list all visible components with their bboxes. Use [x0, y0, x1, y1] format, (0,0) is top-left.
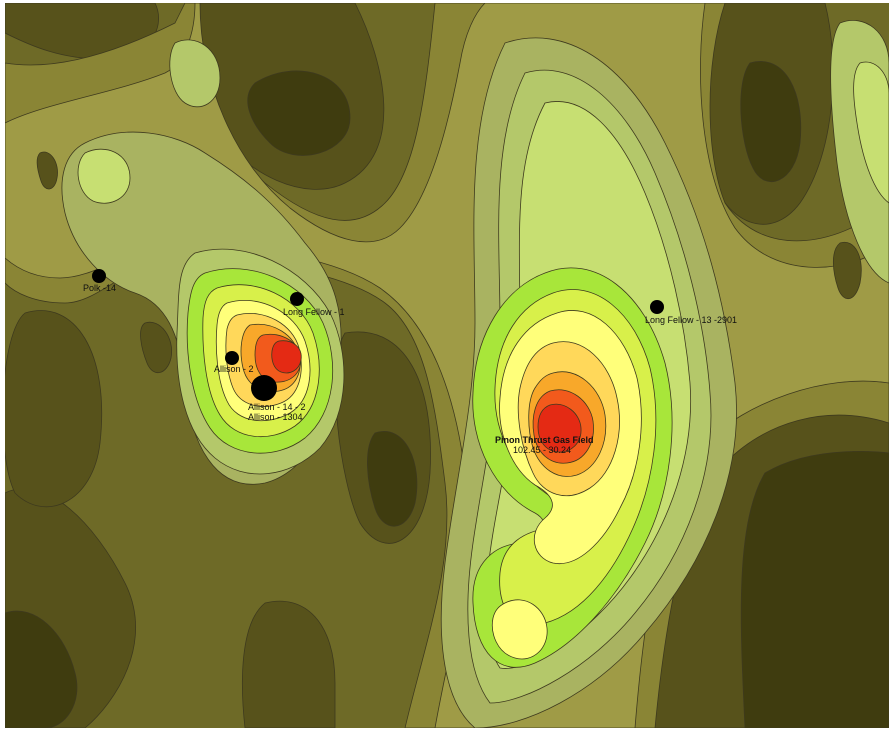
contour-yellow-south — [491, 599, 548, 660]
contour-pale-green-north — [169, 39, 221, 108]
contour-red-west — [271, 340, 302, 374]
well-marker-allison2[interactable] — [225, 351, 239, 365]
contour-small-low-3 — [832, 241, 862, 300]
well-marker-polk[interactable] — [92, 269, 106, 283]
small-contours — [36, 151, 862, 373]
contour-red-east — [537, 403, 582, 453]
contour-light-green-northwest — [77, 148, 131, 204]
contour-light-green-east-edge — [853, 61, 889, 204]
well-label-longfellow13: Long Fellow - 13 -2901 — [645, 315, 737, 325]
west-high-contours — [186, 268, 333, 454]
contour-map-svg: Polk -14 Long Fellow - 1 Allison - 2 All… — [5, 3, 889, 728]
wells-layer: Polk -14 Long Fellow - 1 Allison - 2 All… — [83, 269, 737, 455]
contour-small-low-2 — [36, 151, 58, 190]
well-marker-longfellow13[interactable] — [650, 300, 664, 314]
contour-lowest-southeast — [740, 451, 889, 728]
well-marker-allison14[interactable] — [251, 375, 277, 401]
low-contours — [5, 3, 889, 728]
contour-lowest-northeast — [740, 61, 802, 182]
contour-map: Polk -14 Long Fellow - 1 Allison - 2 All… — [5, 3, 889, 728]
field-label: Pinon Thrust Gas Field — [495, 435, 594, 445]
well-label-allison14: Allison - 14 - 2 — [248, 402, 306, 412]
east-high-contours — [472, 267, 673, 668]
field-coords: 102.45 - 30.24 — [513, 445, 571, 455]
well-label-longfellow1: Long Fellow - 1 — [283, 307, 345, 317]
well-label-allison1304: Allison - 1304 — [248, 412, 303, 422]
contour-lowest-center — [367, 431, 418, 527]
well-label-allison2: Allison - 2 — [214, 364, 254, 374]
contour-low-south — [242, 600, 336, 728]
contour-lowest-north — [247, 70, 351, 156]
contour-lowest-southwest — [5, 610, 78, 728]
well-marker-longfellow1[interactable] — [290, 292, 304, 306]
contour-small-low-1 — [140, 321, 173, 373]
contour-low-west — [5, 310, 103, 508]
well-label-polk: Polk -14 — [83, 283, 116, 293]
